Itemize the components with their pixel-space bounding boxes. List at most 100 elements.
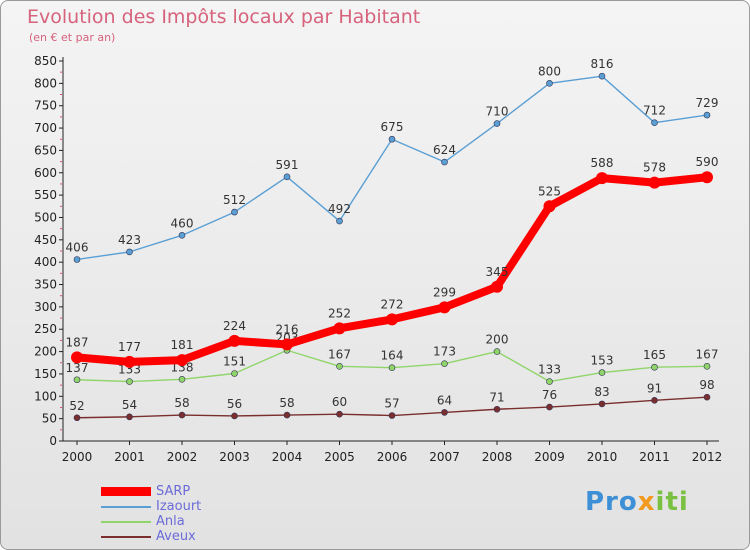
y-tick-label: 650 xyxy=(34,143,57,157)
data-label-sarp: 345 xyxy=(486,265,509,279)
data-point-izaourt xyxy=(126,248,133,256)
data-label-aveux: 57 xyxy=(384,397,399,411)
data-label-anla: 167 xyxy=(696,347,719,361)
chart-subtitle: (en € et par an) xyxy=(29,31,116,44)
y-tick-label: 150 xyxy=(34,367,57,381)
data-point-aveux xyxy=(336,410,343,418)
data-point-aveux xyxy=(231,412,238,420)
x-tick-label: 2005 xyxy=(324,450,355,464)
y-tick-label: 100 xyxy=(34,389,57,403)
legend-swatch xyxy=(101,536,151,538)
data-label-sarp: 272 xyxy=(381,297,404,311)
data-point-aveux xyxy=(651,397,658,404)
data-label-sarp: 177 xyxy=(118,340,141,354)
y-tick-label: 0 xyxy=(49,434,57,448)
data-point-izaourt xyxy=(546,80,553,87)
data-label-izaourt: 624 xyxy=(433,143,456,157)
data-label-sarp: 252 xyxy=(328,306,351,320)
data-label-aveux: 64 xyxy=(437,393,452,407)
data-point-izaourt xyxy=(493,120,501,127)
y-tick-label: 550 xyxy=(34,188,57,202)
data-point-aveux xyxy=(493,405,501,413)
data-point-anla xyxy=(493,348,501,355)
x-tick-label: 2006 xyxy=(377,450,408,464)
data-label-aveux: 83 xyxy=(594,385,609,399)
y-tick-label: 250 xyxy=(34,322,57,336)
logo-text-3: iti xyxy=(655,487,689,517)
data-label-aveux: 71 xyxy=(489,390,504,404)
data-label-aveux: 58 xyxy=(279,396,294,410)
data-point-sarp xyxy=(228,334,241,347)
y-tick-label: 450 xyxy=(34,233,57,247)
y-tick-label: 500 xyxy=(34,210,57,224)
y-tick-label: 750 xyxy=(34,99,57,113)
data-point-sarp xyxy=(543,200,556,213)
data-point-anla xyxy=(441,360,448,367)
chart-legend: SARP Izaourt Anla Aveux xyxy=(101,484,301,544)
data-label-sarp: 187 xyxy=(66,335,89,349)
x-tick-label: 2009 xyxy=(534,450,565,464)
data-label-anla: 133 xyxy=(538,363,561,377)
data-point-aveux xyxy=(388,412,396,419)
proxiti-logo: Proxiti xyxy=(585,487,689,517)
data-label-sarp: 588 xyxy=(591,156,614,170)
data-label-aveux: 52 xyxy=(69,399,84,413)
y-tick-label: 700 xyxy=(34,121,57,135)
chart-title: Evolution des Impôts locaux par Habitant xyxy=(27,6,421,28)
x-tick-label: 2001 xyxy=(114,450,145,464)
x-tick-label: 2002 xyxy=(167,450,198,464)
data-label-aveux: 91 xyxy=(647,381,662,395)
legend-label: Anla xyxy=(156,514,185,529)
x-tick-label: 2012 xyxy=(692,450,723,464)
data-point-sarp xyxy=(596,172,608,185)
data-point-izaourt xyxy=(231,208,238,216)
data-point-sarp xyxy=(648,176,661,189)
y-tick-label: 400 xyxy=(34,255,57,269)
data-label-anla: 173 xyxy=(433,345,456,359)
data-label-anla: 137 xyxy=(66,361,89,375)
legend-label: SARP xyxy=(156,484,191,499)
data-point-aveux xyxy=(441,409,448,416)
data-point-sarp xyxy=(176,354,188,367)
data-label-izaourt: 729 xyxy=(696,96,719,110)
data-point-izaourt xyxy=(598,72,606,80)
data-point-aveux xyxy=(546,403,553,411)
x-tick-label: 2003 xyxy=(219,450,250,464)
data-point-sarp xyxy=(701,171,713,184)
data-point-sarp xyxy=(386,313,398,326)
legend-label: Izaourt xyxy=(156,499,202,514)
data-label-anla: 167 xyxy=(328,347,351,361)
data-point-sarp xyxy=(491,280,503,293)
data-label-sarp: 525 xyxy=(538,184,561,198)
legend-item-sarp: SARP xyxy=(101,484,301,499)
data-label-sarp: 299 xyxy=(433,285,456,299)
data-point-sarp xyxy=(281,338,293,351)
y-tick-label: 850 xyxy=(34,54,57,68)
data-label-anla: 153 xyxy=(591,354,614,368)
data-label-anla: 151 xyxy=(223,354,246,368)
data-label-aveux: 60 xyxy=(332,395,347,409)
data-label-sarp: 590 xyxy=(696,155,719,169)
data-point-aveux xyxy=(283,411,291,419)
data-label-izaourt: 492 xyxy=(328,202,351,216)
data-point-anla xyxy=(73,376,81,384)
plot-area xyxy=(63,57,719,441)
data-point-anla xyxy=(651,363,658,371)
data-point-anla xyxy=(231,370,238,377)
data-label-izaourt: 460 xyxy=(171,216,194,230)
data-label-anla: 133 xyxy=(118,363,141,377)
data-point-sarp xyxy=(71,351,83,364)
x-tick-label: 2000 xyxy=(62,450,93,464)
data-point-anla xyxy=(703,363,711,370)
y-tick-label: 600 xyxy=(34,166,57,180)
data-label-aveux: 98 xyxy=(699,378,714,392)
data-label-sarp: 216 xyxy=(276,322,299,336)
data-point-izaourt xyxy=(73,256,81,263)
legend-swatch xyxy=(101,521,151,523)
legend-item-aveux: Aveux xyxy=(101,529,301,544)
data-label-izaourt: 710 xyxy=(486,105,509,119)
x-tick-label: 2004 xyxy=(272,450,303,464)
legend-item-izaourt: Izaourt xyxy=(101,499,301,514)
